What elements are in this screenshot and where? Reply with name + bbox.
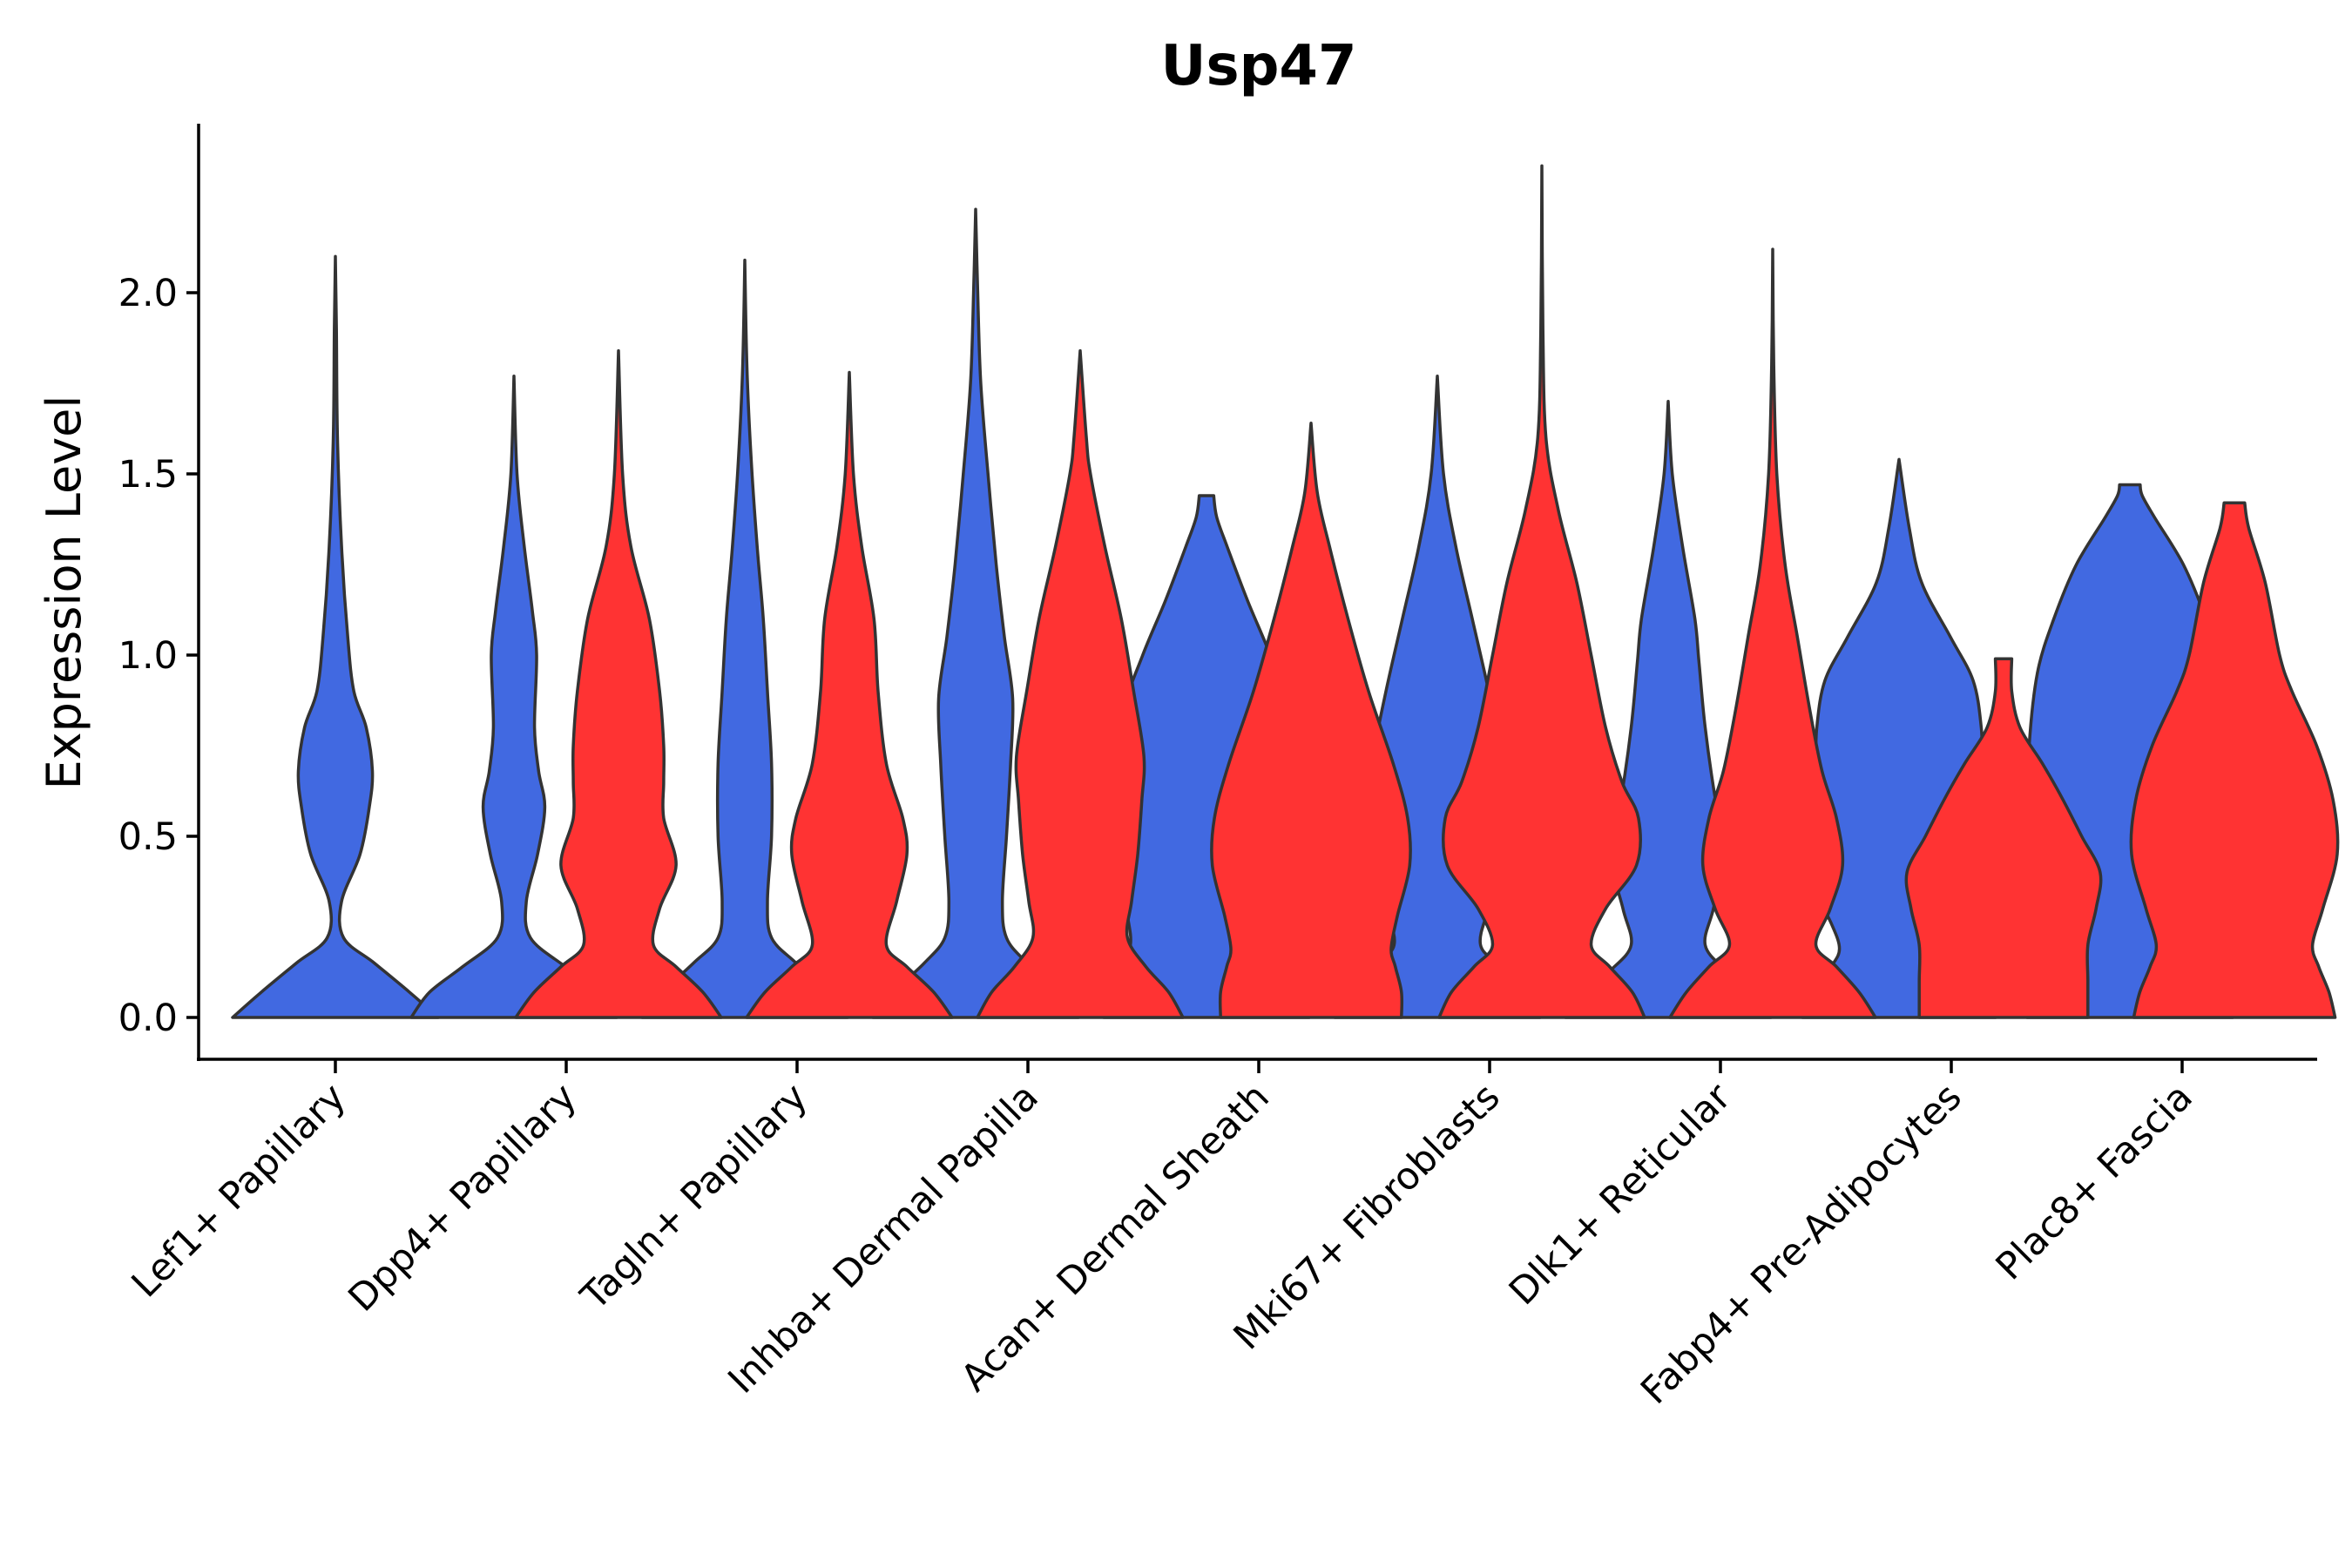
violin-red	[514, 348, 723, 1019]
x-category-label: Dpp4+ Papillary	[341, 1075, 585, 1320]
violin-blue	[231, 254, 440, 1019]
violin-red	[745, 370, 954, 1019]
y-axis-ticks: 0.0 0.5 1.0 1.5 2.0	[118, 272, 199, 1040]
violin-red	[976, 348, 1185, 1019]
violin-blue	[640, 258, 849, 1019]
y-tick-label: 2.0	[118, 272, 178, 315]
y-tick-label: 0.0	[118, 997, 178, 1040]
violin-red	[1904, 657, 2103, 1019]
y-tick-label: 1.5	[118, 453, 178, 497]
x-category-label: Dlk1+ Reticular	[1501, 1075, 1740, 1314]
chart-title: Usp47	[1161, 34, 1357, 98]
x-category-label: Lef1+ Papillary	[124, 1075, 355, 1306]
x-category-label: Mki67+ Fibroblasts	[1226, 1075, 1509, 1358]
violin-blue	[409, 374, 618, 1019]
y-tick-label: 0.5	[118, 815, 178, 859]
violin-red	[1668, 247, 1877, 1019]
violin-group	[231, 164, 2340, 1019]
y-tick-label: 1.0	[118, 634, 178, 678]
violin-red	[1437, 164, 1646, 1019]
violin-blue	[871, 207, 1080, 1019]
x-category-label: Plac8+ Fascia	[1988, 1075, 2201, 1288]
x-category-label: Tagln+ Papillary	[572, 1075, 816, 1319]
y-axis-label: Expression Level	[37, 395, 91, 790]
violin-red	[1210, 422, 1412, 1019]
violin-red	[2129, 501, 2340, 1019]
